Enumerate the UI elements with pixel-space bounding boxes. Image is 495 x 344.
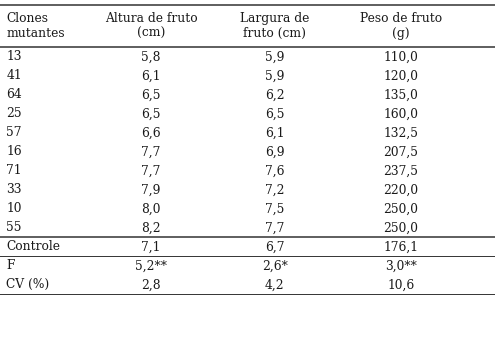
Text: 10: 10 (6, 202, 22, 215)
Text: 250,0: 250,0 (384, 221, 418, 234)
Text: 6,9: 6,9 (265, 145, 285, 158)
Text: 2,8: 2,8 (141, 278, 161, 291)
Text: 6,5: 6,5 (141, 88, 161, 101)
Text: Altura de fruto
(cm): Altura de fruto (cm) (104, 12, 198, 40)
Text: Peso de fruto
(g): Peso de fruto (g) (360, 12, 442, 40)
Text: 6,1: 6,1 (141, 69, 161, 82)
Text: 176,1: 176,1 (384, 240, 418, 254)
Text: 13: 13 (6, 50, 22, 63)
Text: 7,2: 7,2 (265, 183, 285, 196)
Text: 41: 41 (6, 69, 22, 82)
Text: 16: 16 (6, 145, 22, 158)
Text: 7,1: 7,1 (141, 240, 161, 254)
Text: 64: 64 (6, 88, 22, 101)
Text: CV (%): CV (%) (6, 278, 50, 291)
Text: 6,5: 6,5 (141, 107, 161, 120)
Text: 237,5: 237,5 (384, 164, 418, 178)
Text: F: F (6, 259, 15, 272)
Text: 6,6: 6,6 (141, 126, 161, 139)
Text: Largura de
fruto (cm): Largura de fruto (cm) (240, 12, 309, 40)
Text: 220,0: 220,0 (384, 183, 418, 196)
Text: 5,2**: 5,2** (135, 259, 167, 272)
Text: 132,5: 132,5 (384, 126, 418, 139)
Text: 6,1: 6,1 (265, 126, 285, 139)
Text: 6,5: 6,5 (265, 107, 285, 120)
Text: 57: 57 (6, 126, 22, 139)
Text: 7,6: 7,6 (265, 164, 285, 178)
Text: 250,0: 250,0 (384, 202, 418, 215)
Text: 2,6*: 2,6* (262, 259, 288, 272)
Text: 5,9: 5,9 (265, 69, 285, 82)
Text: 135,0: 135,0 (384, 88, 418, 101)
Text: 71: 71 (6, 164, 22, 178)
Text: 207,5: 207,5 (384, 145, 418, 158)
Text: 6,2: 6,2 (265, 88, 285, 101)
Text: 55: 55 (6, 221, 22, 234)
Text: Clones
mutantes: Clones mutantes (6, 12, 65, 40)
Text: 8,2: 8,2 (141, 221, 161, 234)
Text: 120,0: 120,0 (384, 69, 418, 82)
Text: 5,8: 5,8 (141, 50, 161, 63)
Text: 4,2: 4,2 (265, 278, 285, 291)
Text: 7,5: 7,5 (265, 202, 285, 215)
Text: 6,7: 6,7 (265, 240, 285, 254)
Text: 7,7: 7,7 (141, 164, 161, 178)
Text: 110,0: 110,0 (384, 50, 418, 63)
Text: 7,7: 7,7 (265, 221, 285, 234)
Text: 7,9: 7,9 (141, 183, 161, 196)
Text: 160,0: 160,0 (384, 107, 418, 120)
Text: 5,9: 5,9 (265, 50, 285, 63)
Text: 3,0**: 3,0** (385, 259, 417, 272)
Text: 33: 33 (6, 183, 22, 196)
Text: Controle: Controle (6, 240, 60, 254)
Text: 7,7: 7,7 (141, 145, 161, 158)
Text: 25: 25 (6, 107, 22, 120)
Text: 10,6: 10,6 (387, 278, 415, 291)
Text: 8,0: 8,0 (141, 202, 161, 215)
